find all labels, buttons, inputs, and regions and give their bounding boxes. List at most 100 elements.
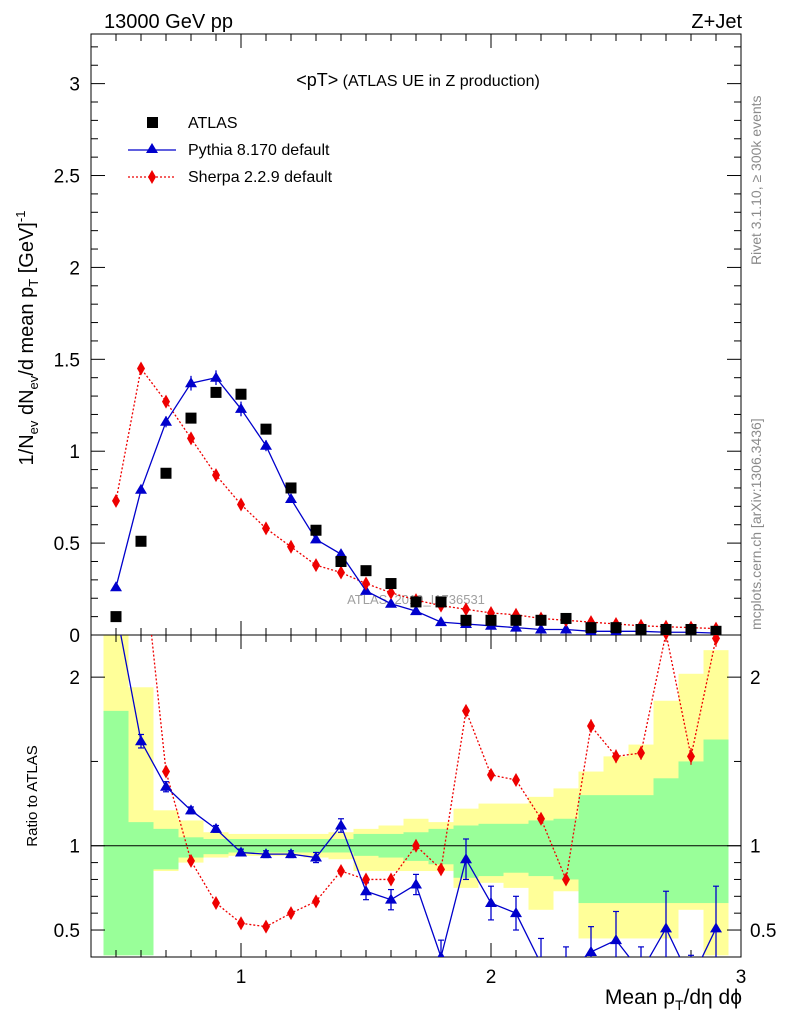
sherpa-ratio-point (262, 919, 270, 934)
sherpa-point (312, 558, 320, 573)
pythia-ratio-point (285, 848, 297, 859)
pythia-ratio-point (660, 922, 672, 933)
y-title-part-a: 1/N (16, 434, 38, 465)
atlas-point (235, 388, 247, 400)
sherpa-ratio-point (637, 746, 645, 761)
atlas-point (685, 623, 697, 635)
band-stat-bin (653, 778, 679, 904)
band-stat-bin (703, 739, 729, 904)
sherpa-ratio-point (187, 853, 195, 868)
pythia-point (385, 597, 397, 608)
pythia-point (260, 439, 272, 450)
atlas-point (310, 524, 322, 536)
sherpa-ratio-point (487, 767, 495, 782)
band-stat-bin (103, 710, 129, 956)
band-stat-bin (603, 795, 629, 904)
ratio-y-tick-label-right: 2 (750, 668, 761, 689)
atlas-point (285, 482, 297, 494)
atlas-point (510, 614, 522, 626)
atlas-point (160, 467, 172, 479)
pythia-ratio-point (460, 853, 472, 864)
x-axis-title: Mean pT/dη dϕ (605, 986, 742, 1013)
plot-title: <pT> (ATLAS UE in Z production) (296, 70, 540, 90)
pythia-ratio-point (360, 885, 372, 896)
pythia-point (560, 623, 572, 634)
ratio-y-tick-label-right: 1 (750, 837, 761, 858)
x-tick-label: 2 (486, 967, 497, 988)
atlas-point (660, 623, 672, 635)
sherpa-point (187, 431, 195, 446)
main-y-axis-title: 1/Nev dNev/d mean pT [GeV]-1 (13, 211, 41, 466)
atlas-point (410, 596, 422, 608)
sherpa-ratio-point (612, 749, 620, 764)
x-title-part-b: /dη dϕ (684, 986, 742, 1009)
band-stat-bin (128, 822, 154, 956)
ratio-y-tick-label: 0.5 (54, 921, 80, 942)
sherpa-ratio-point (412, 838, 420, 853)
pythia-ratio-point (585, 945, 597, 956)
main-y-tick-label: 2 (69, 258, 80, 279)
pythia-point (510, 621, 522, 632)
pythia-point (335, 548, 347, 559)
atlas-point (360, 565, 372, 577)
plot-title-sub: (ATLAS UE in Z production) (338, 73, 540, 90)
sherpa-point (362, 576, 370, 591)
pythia-point (185, 377, 197, 388)
x-tick-label: 1 (236, 967, 247, 988)
pythia-point (210, 371, 222, 382)
atlas-point (460, 614, 472, 626)
pythia-ratio-point (710, 922, 722, 933)
pythia-ratio-point (310, 851, 322, 862)
legend-label-atlas: ATLAS (188, 115, 238, 132)
main-y-tick-label: 1.5 (54, 350, 80, 371)
band-stat-bin (353, 833, 379, 856)
main-y-tick-label: 0.5 (54, 534, 80, 555)
band-stat-bin (503, 823, 529, 873)
main-y-tick-label: 3 (69, 75, 80, 96)
pythia-point (160, 415, 172, 426)
y-title-part-c: /d mean p (16, 287, 38, 376)
y-title-part-d-sup: -1 (13, 211, 28, 223)
y-title-part-c-sub: T (26, 279, 41, 287)
ratio-y-axis: 0.5 0.5 1 1 2 2 (54, 668, 777, 942)
atlas-point (485, 614, 497, 626)
atlas-point (335, 555, 347, 567)
sherpa-point (137, 361, 145, 376)
sherpa-point (387, 585, 395, 600)
main-y-tick-label: 0 (69, 626, 80, 647)
atlas-point (260, 423, 272, 435)
pythia-ratio-point (635, 966, 647, 976)
band-stat-bin (578, 795, 604, 904)
pythia-ratio-point (235, 846, 247, 857)
band-stat-bin (528, 820, 554, 877)
pythia-point (435, 616, 447, 627)
sherpa-ratio-point (387, 872, 395, 887)
sherpa-ratio-point (437, 862, 445, 877)
sherpa-point (337, 565, 345, 580)
sherpa-point (212, 468, 220, 483)
ratio-band-stat (103, 710, 729, 956)
side-label-rivet: Rivet 3.1.10, ≥ 300k events (748, 95, 764, 265)
sherpa-ratio-point (562, 872, 570, 887)
sherpa-ratio-point (462, 703, 470, 718)
band-stat-bin (428, 828, 454, 865)
x-title-part-a-sub: T (675, 997, 684, 1013)
legend-marker-atlas (147, 117, 158, 128)
atlas-point (635, 623, 647, 635)
y-title-part-b-sub: ev (26, 375, 41, 389)
ratio-y-tick-label: 1 (69, 837, 80, 858)
pythia-ratio-point (385, 893, 397, 904)
pythia-ratio-point (610, 934, 622, 945)
sherpa-ratio-point (537, 811, 545, 826)
pythia-ratio-point (210, 822, 222, 833)
pythia-ratio-point (260, 848, 272, 859)
atlas-point (385, 578, 397, 590)
pythia-ratio-point (485, 897, 497, 908)
pythia-ratio-point (410, 878, 422, 889)
sherpa-point (162, 394, 170, 409)
sherpa-ratio-point (687, 749, 695, 764)
x-title-part-a: Mean p (605, 986, 675, 1009)
sherpa-ratio-point (212, 896, 220, 911)
sherpa-ratio-point (162, 764, 170, 779)
